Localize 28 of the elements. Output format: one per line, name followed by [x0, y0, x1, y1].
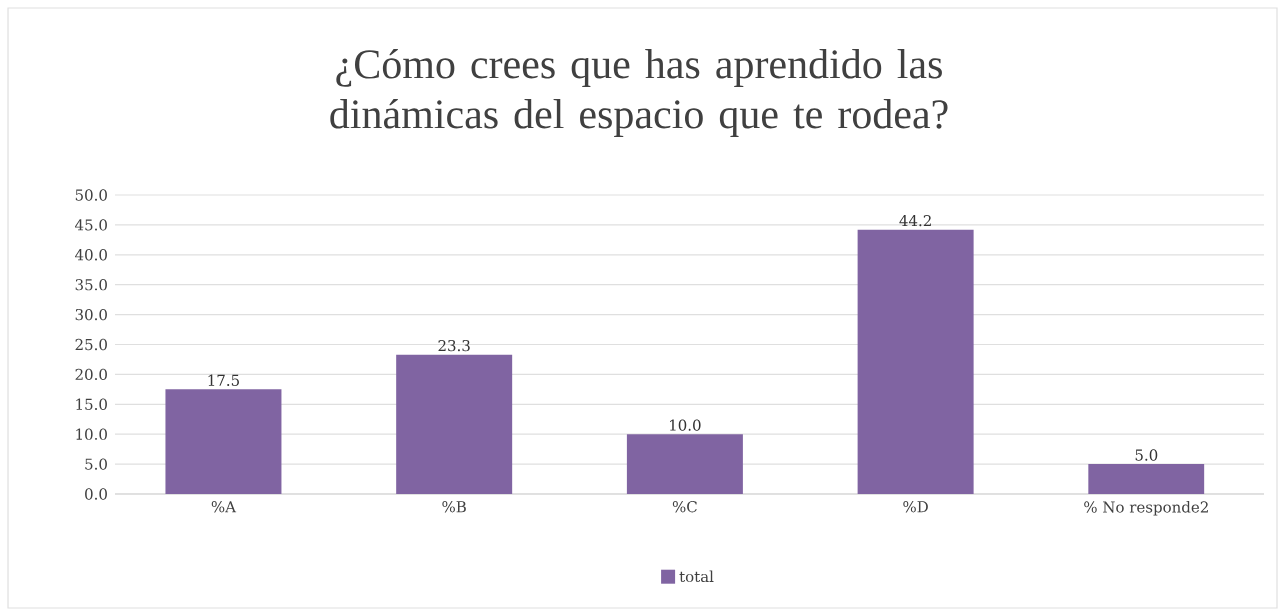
x-tick-label: %D	[903, 501, 928, 513]
data-label: 10.0	[670, 419, 701, 431]
chart-title: ¿Cómo crees que has aprendido las dinámicas del espacio que te rodea?	[330, 48, 948, 138]
bar	[857, 229, 974, 494]
bar	[396, 354, 513, 494]
y-tick-label: 25.0	[75, 338, 107, 351]
y-tick-label: 10.0	[76, 428, 107, 440]
data-label: 5.0	[1135, 449, 1158, 461]
data-label: 44.2	[899, 214, 931, 227]
y-tick-label: 35.0	[75, 279, 107, 291]
x-tick-label: %B	[442, 501, 466, 513]
x-tick-label: %C	[672, 501, 697, 513]
y-tick-label: 20.0	[75, 368, 107, 381]
y-tick-label: 50.0	[75, 189, 107, 201]
x-tick-label: % No responde2	[1084, 501, 1208, 516]
y-tick-label: 15.0	[76, 398, 107, 410]
y-tick-label: 30.0	[75, 308, 107, 321]
x-tick-label: %A	[211, 501, 237, 513]
bar	[626, 434, 743, 494]
y-tick-label: 45.0	[75, 219, 107, 231]
legend-label: total	[679, 570, 714, 583]
y-tick-label: 40.0	[75, 249, 107, 261]
bar	[1088, 464, 1205, 494]
y-tick-label: 5.0	[85, 458, 107, 470]
data-label: 17.5	[208, 374, 239, 386]
bar	[165, 389, 282, 494]
data-label: 23.3	[438, 339, 470, 352]
y-tick-label: 0.0	[85, 488, 107, 500]
